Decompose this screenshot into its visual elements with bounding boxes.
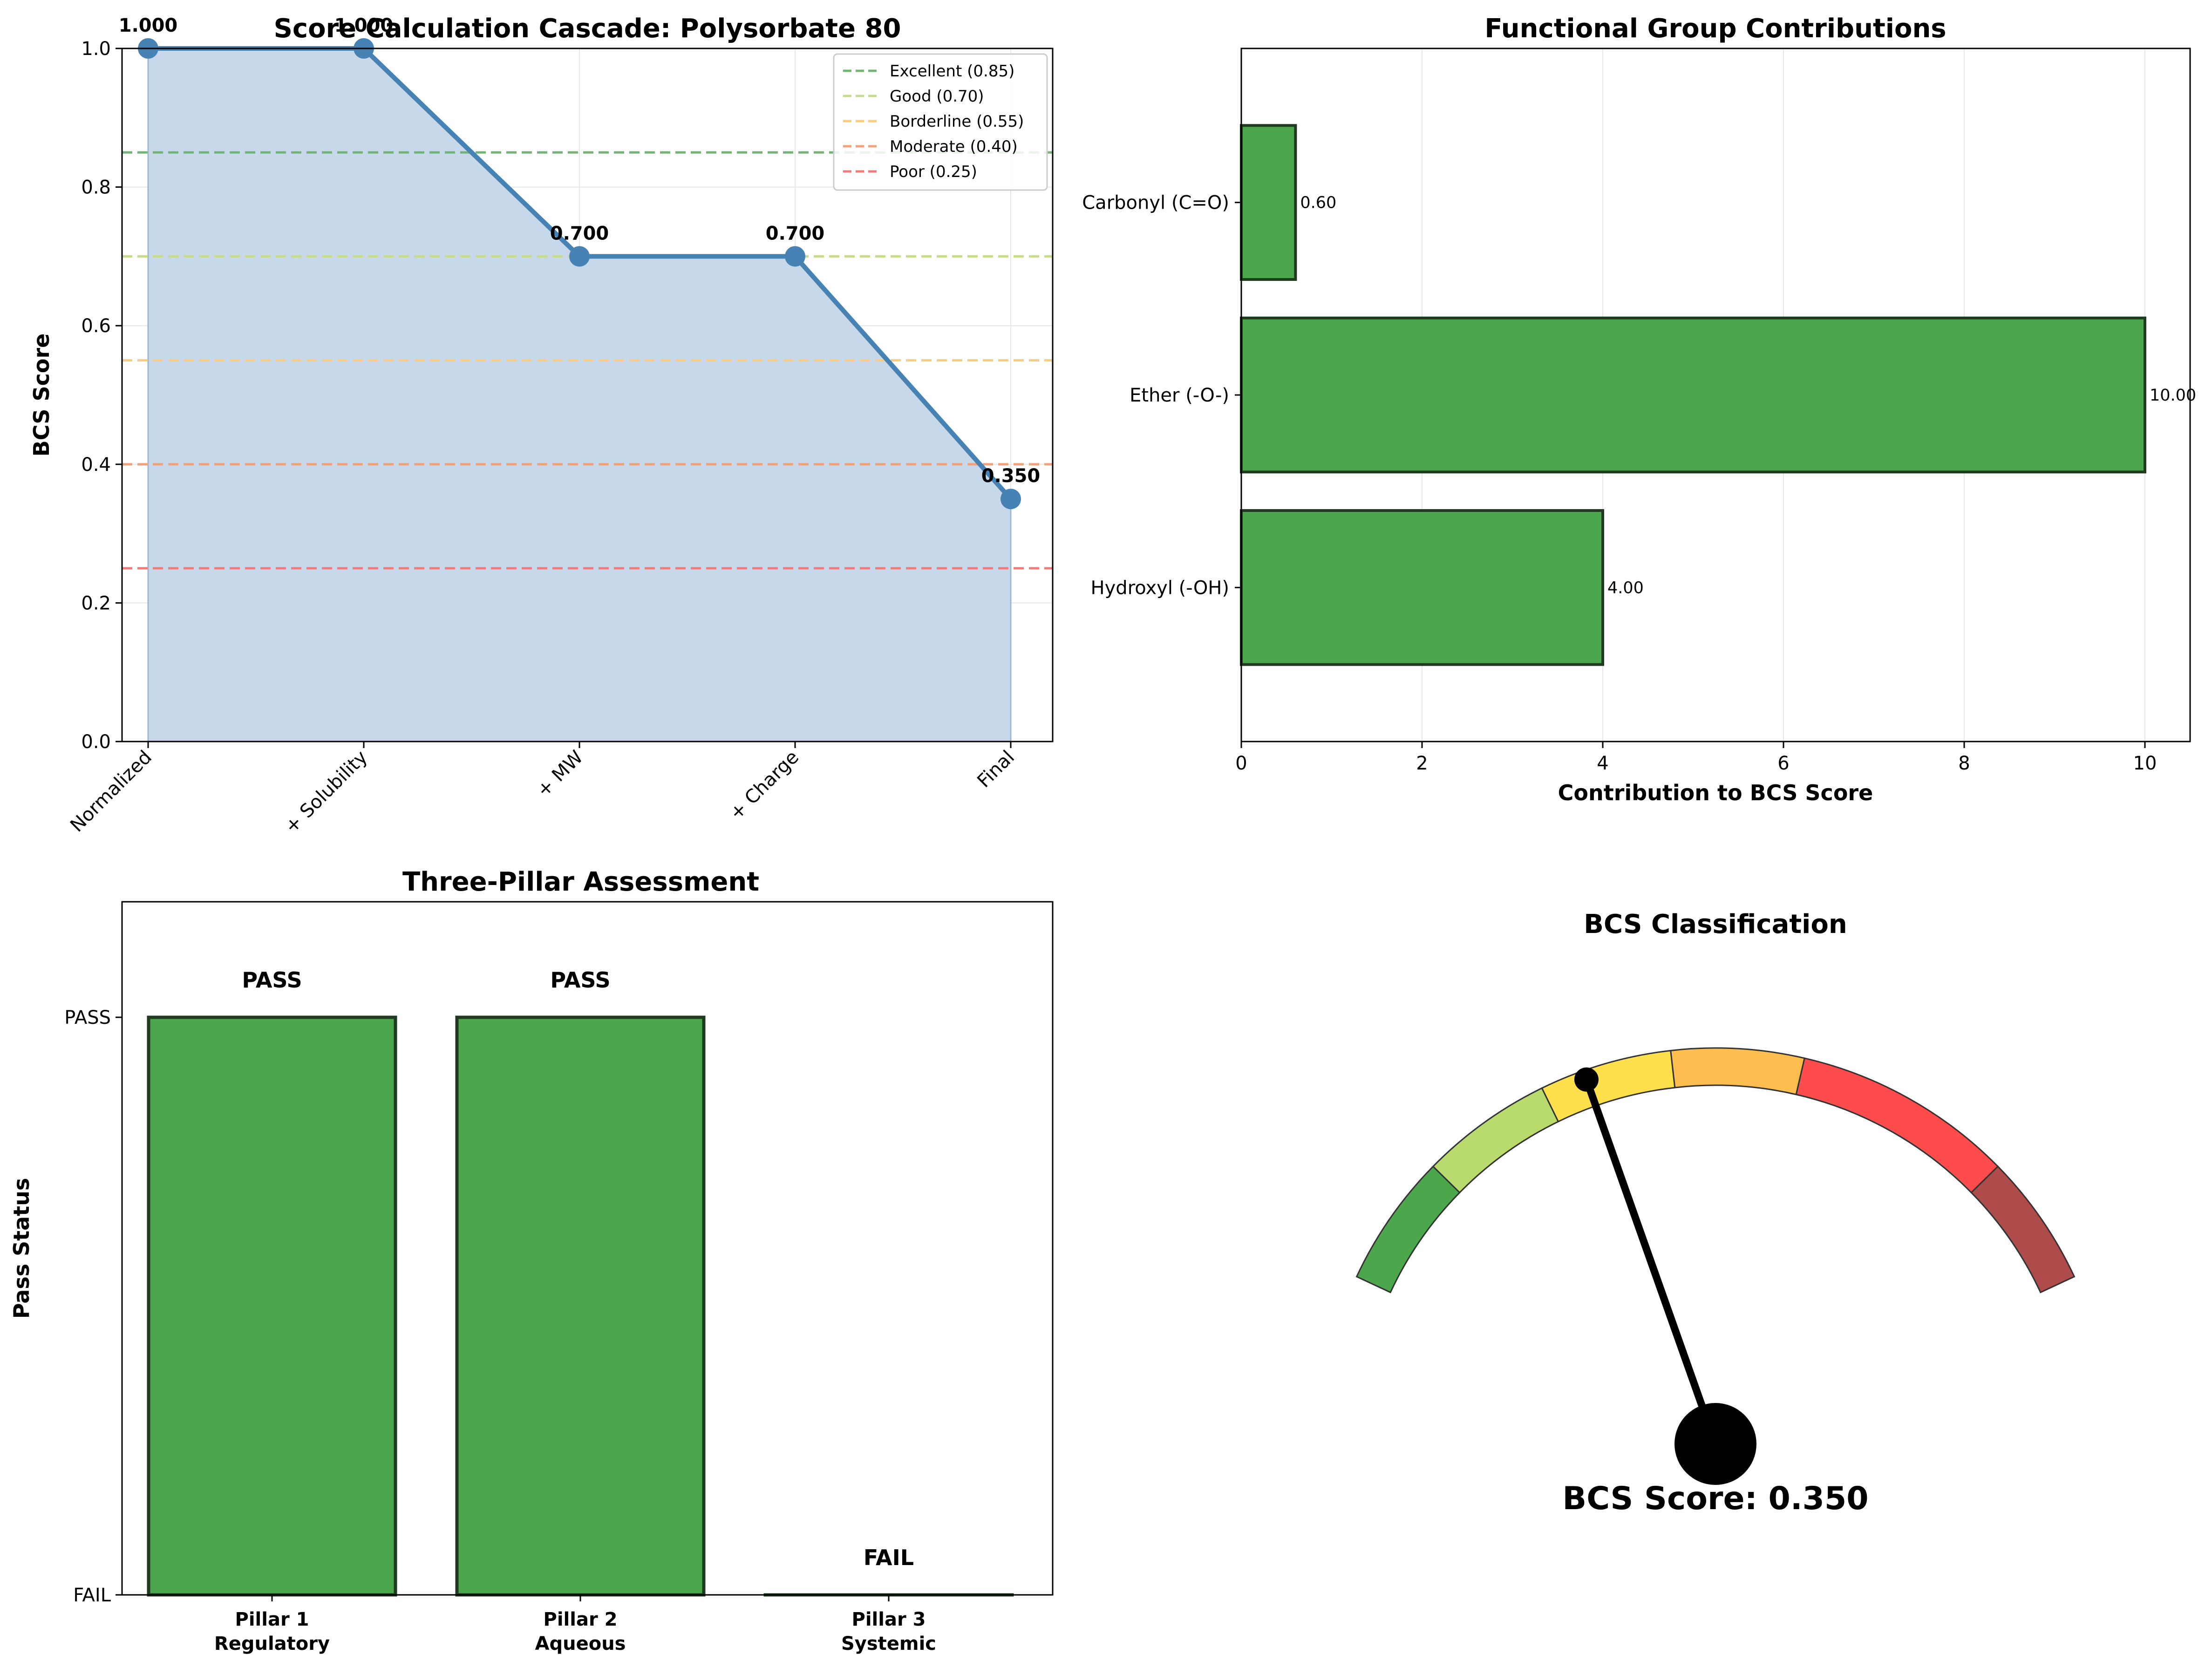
gauge-band <box>1433 1088 1559 1192</box>
cascade-data-label: 0.700 <box>550 223 609 244</box>
fg-bars <box>1241 125 2145 664</box>
cascade-y-tick-label: 0.2 <box>81 592 111 614</box>
fg-x-tick-label: 4 <box>1597 753 1608 774</box>
cascade-y-tick-label: 0.0 <box>81 731 111 753</box>
legend-label: Moderate (0.40) <box>890 137 1018 156</box>
cascade-y-tick-label: 0.4 <box>81 454 111 476</box>
pillar-title: Three-Pillar Assessment <box>402 867 759 897</box>
fg-x-axis-label: Contribution to BCS Score <box>1558 780 1873 805</box>
cascade-y-ticks: 0.0 0.2 0.4 0.6 0.8 1.0 <box>81 38 122 753</box>
fg-bar <box>1241 511 1603 665</box>
cascade-data-label: 0.350 <box>981 465 1041 487</box>
fg-bar <box>1241 318 2145 472</box>
pillar-status-label: PASS <box>242 967 302 993</box>
legend-label: Poor (0.25) <box>890 163 977 181</box>
pillar-x-ticks: Pillar 1 Regulatory Pillar 2 Aqueous Pillar … <box>214 1595 936 1654</box>
legend-label: Borderline (0.55) <box>890 112 1024 131</box>
gauge-band <box>1796 1058 1998 1193</box>
legend-label: Good (0.70) <box>890 87 984 106</box>
functional-groups-panel: 0 2 4 6 8 10 Hydroxyl (-OH) Ether (-O-) Carbony… <box>1082 14 2196 805</box>
gauge-bands <box>1357 1048 2075 1293</box>
fg-x-tick-label: 10 <box>2133 753 2157 774</box>
pillar-panel: FAIL PASS Pillar 1 Regulatory Pillar 2 Aqueo… <box>9 867 1053 1654</box>
cascade-panel: 0.0 0.2 0.4 0.6 0.8 1.0 Normalized + Solubilit… <box>29 14 1053 837</box>
cascade-title: Score Calculation Cascade: Polysorbate 8… <box>274 14 901 44</box>
fg-x-tick-label: 2 <box>1416 753 1428 774</box>
fg-y-ticks: Hydroxyl (-OH) Ether (-O-) Carbonyl (C=O) <box>1082 192 1241 599</box>
pillar-y-ticks: FAIL PASS <box>64 1007 122 1606</box>
fg-y-tick-label: Carbonyl (C=O) <box>1082 192 1229 214</box>
cascade-x-tick-label: + MW <box>532 747 587 802</box>
cascade-data-label: 0.700 <box>766 223 825 244</box>
cascade-y-tick-label: 0.6 <box>81 315 111 337</box>
fg-title: Functional Group Contributions <box>1484 14 1946 44</box>
gauge-score-label: BCS Score: 0.350 <box>1562 1480 1868 1517</box>
fg-data-label: 10.00 <box>2150 386 2196 405</box>
pillar-y-tick-label: FAIL <box>73 1585 111 1606</box>
gauge-band <box>1671 1048 1804 1095</box>
cascade-x-tick-label: Normalized <box>66 747 156 837</box>
fg-x-tick-label: 6 <box>1777 753 1789 774</box>
cascade-point <box>1001 489 1021 509</box>
cascade-x-ticks: Normalized + Solubility + MW + Charge Final <box>66 742 1019 837</box>
pillar-x-tick-label: Regulatory <box>214 1633 330 1654</box>
pillar-x-tick-label: Systemic <box>841 1633 936 1654</box>
cascade-point <box>569 246 590 266</box>
cascade-x-tick-label: Final <box>973 747 1019 792</box>
pillar-y-axis-label: Pass Status <box>9 1178 34 1319</box>
pillar-bar <box>457 1017 704 1595</box>
fg-bar <box>1241 125 1295 279</box>
gauge-title: BCS Classification <box>1584 909 1847 940</box>
gauge-band <box>1971 1166 2074 1292</box>
pillar-bar <box>149 1017 395 1595</box>
gauge-band <box>1542 1050 1674 1121</box>
pillar-y-tick-label: PASS <box>64 1007 111 1028</box>
fg-x-tick-label: 8 <box>1958 753 1970 774</box>
cascade-y-axis-label: BCS Score <box>29 334 54 457</box>
pillar-x-tick-label: Aqueous <box>535 1633 626 1654</box>
fg-x-ticks: 0 2 4 6 8 10 <box>1235 742 2157 774</box>
cascade-y-tick-label: 1.0 <box>81 38 111 60</box>
pillar-x-tick-label: Pillar 2 <box>544 1609 618 1630</box>
cascade-y-tick-label: 0.8 <box>81 177 111 198</box>
gauge-panel: BCS Classification BCS Score: 0.350 <box>1357 909 2075 1517</box>
fg-data-label: 0.60 <box>1300 194 1336 212</box>
pillar-x-tick-label: Pillar 3 <box>852 1609 926 1630</box>
gauge-band <box>1357 1166 1460 1292</box>
gauge-needle-tip <box>1574 1068 1599 1092</box>
gauge-needle <box>1586 1080 1715 1444</box>
fg-y-tick-label: Ether (-O-) <box>1130 385 1229 406</box>
cascade-point <box>785 246 805 266</box>
cascade-data-label: 1.000 <box>119 15 178 36</box>
cascade-x-tick-label: + Charge <box>725 747 803 824</box>
cascade-x-tick-label: + Solubility <box>280 747 372 838</box>
fg-x-tick-label: 0 <box>1235 753 1247 774</box>
pillar-status-label: FAIL <box>864 1545 914 1570</box>
pillar-bars <box>149 1017 1012 1595</box>
pillar-x-tick-label: Pillar 1 <box>235 1609 309 1630</box>
legend-label: Excellent (0.85) <box>890 62 1014 81</box>
pillar-status-label: PASS <box>550 967 610 993</box>
fg-data-label: 4.00 <box>1607 579 1644 597</box>
gauge-hub <box>1674 1403 1756 1485</box>
fg-y-tick-label: Hydroxyl (-OH) <box>1091 577 1229 599</box>
cascade-legend: Excellent (0.85) Good (0.70) Borderline (0… <box>834 54 1047 190</box>
